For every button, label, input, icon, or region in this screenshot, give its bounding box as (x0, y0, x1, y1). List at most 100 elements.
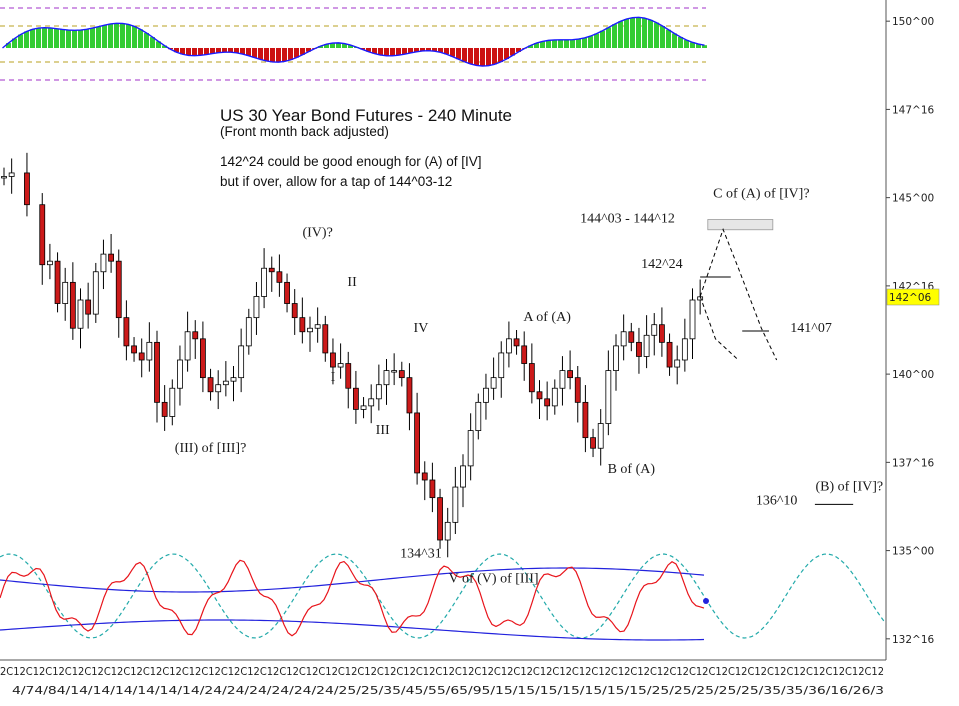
histogram-bar (606, 27, 611, 48)
histogram-bar (684, 39, 689, 48)
candle-body (375, 384, 382, 400)
candle-body (39, 204, 46, 266)
candle-body (528, 363, 535, 393)
histogram-bar (96, 26, 101, 48)
histogram-bar (162, 45, 167, 48)
histogram-bar (498, 48, 503, 63)
candle-body (620, 331, 627, 347)
candle-body (352, 387, 359, 410)
candle-body (291, 303, 298, 319)
wave-label: (III) of [III]? (175, 441, 247, 456)
candle-body (238, 345, 245, 379)
candle-body (276, 271, 283, 283)
wave-label: III (376, 423, 390, 438)
histogram-line (2, 16, 705, 67)
histogram-bar (192, 48, 197, 56)
candle-body (429, 479, 436, 499)
candle-body (337, 363, 344, 368)
candle-body (69, 281, 76, 329)
histogram-bar (48, 27, 53, 48)
candle-body (192, 331, 199, 340)
histogram-bar (240, 48, 245, 55)
histogram-bar (552, 39, 557, 48)
target-zone (707, 219, 774, 231)
histogram-bar (198, 48, 203, 56)
histogram-bar (294, 48, 299, 58)
histogram-bar (270, 48, 275, 62)
histogram-bar (642, 18, 647, 48)
histogram-bar (18, 34, 23, 48)
band-lower (0, 619, 705, 641)
price-candles (1, 152, 704, 558)
histogram-bar (318, 46, 323, 48)
histogram-bar (36, 28, 41, 48)
histogram-bar (666, 29, 671, 48)
histogram-bar (276, 48, 281, 63)
candle-body (47, 260, 53, 266)
candle-body (460, 465, 466, 488)
candle-body (521, 345, 528, 364)
candle-body (154, 341, 160, 403)
histogram-bar (150, 37, 155, 48)
wave-label: 136^10 (756, 494, 798, 509)
histogram-bar (24, 31, 29, 48)
histogram-bar (474, 48, 479, 66)
candle-body (100, 253, 107, 273)
wave-label: C of (A) of [IV]? (713, 187, 809, 202)
wave-label: (B) of [IV]? (816, 480, 884, 495)
candle-body (467, 430, 474, 467)
candle-body (299, 317, 306, 333)
histogram-bar (420, 48, 425, 51)
histogram-bar (186, 48, 191, 56)
candle-body (345, 363, 352, 389)
cycle-line (0, 553, 885, 639)
candle-body (391, 370, 398, 373)
candle-body (551, 387, 558, 407)
oscillator-end-dot (703, 598, 709, 604)
histogram-bar (678, 36, 683, 48)
histogram-bar (12, 38, 17, 48)
candle-body (628, 331, 635, 343)
histogram-bar (282, 48, 287, 62)
histogram-bar (510, 48, 515, 56)
y-tick-label: 135^00 (892, 546, 934, 558)
candle-body (330, 352, 336, 368)
histogram-bar (624, 19, 629, 48)
histogram-bar (600, 30, 605, 48)
candle-body (115, 260, 122, 319)
wave-label: 142^24 (641, 257, 683, 272)
candle-body (636, 341, 642, 357)
candle-body (1, 176, 7, 179)
candle-body (222, 380, 229, 386)
candle-body (590, 437, 596, 449)
wave-label: 141^07 (790, 321, 832, 336)
candle-body (177, 359, 183, 389)
histogram-bar (54, 28, 59, 48)
histogram-bar (618, 21, 623, 48)
candle-body (131, 345, 137, 354)
histogram-bar (180, 48, 185, 55)
histogram-bar (324, 44, 329, 48)
bottom-oscillator-panel (0, 553, 885, 641)
x-tick-labels: 2C12C12C12C12C12C12C12C12C12C12C12C12C12… (0, 666, 884, 678)
histogram-bar (492, 48, 497, 65)
histogram-bar (504, 48, 509, 60)
candle-body (498, 352, 505, 379)
histogram-bar (660, 26, 665, 48)
candle-body (666, 341, 673, 368)
histogram-bar (288, 48, 293, 60)
candle-body (253, 296, 260, 319)
histogram-bar (330, 43, 335, 48)
candle-body (643, 334, 650, 357)
wave-label: 134^31 (400, 547, 442, 562)
wave-label: (IV)? (302, 225, 332, 240)
candle-body (605, 370, 612, 424)
candle-body (161, 401, 168, 417)
top-indicator-panel (0, 7, 707, 81)
candle-body (368, 398, 375, 407)
candle-body (567, 370, 573, 379)
histogram-bar (534, 43, 539, 48)
histogram-bar (630, 17, 635, 48)
candle-body (452, 486, 459, 523)
